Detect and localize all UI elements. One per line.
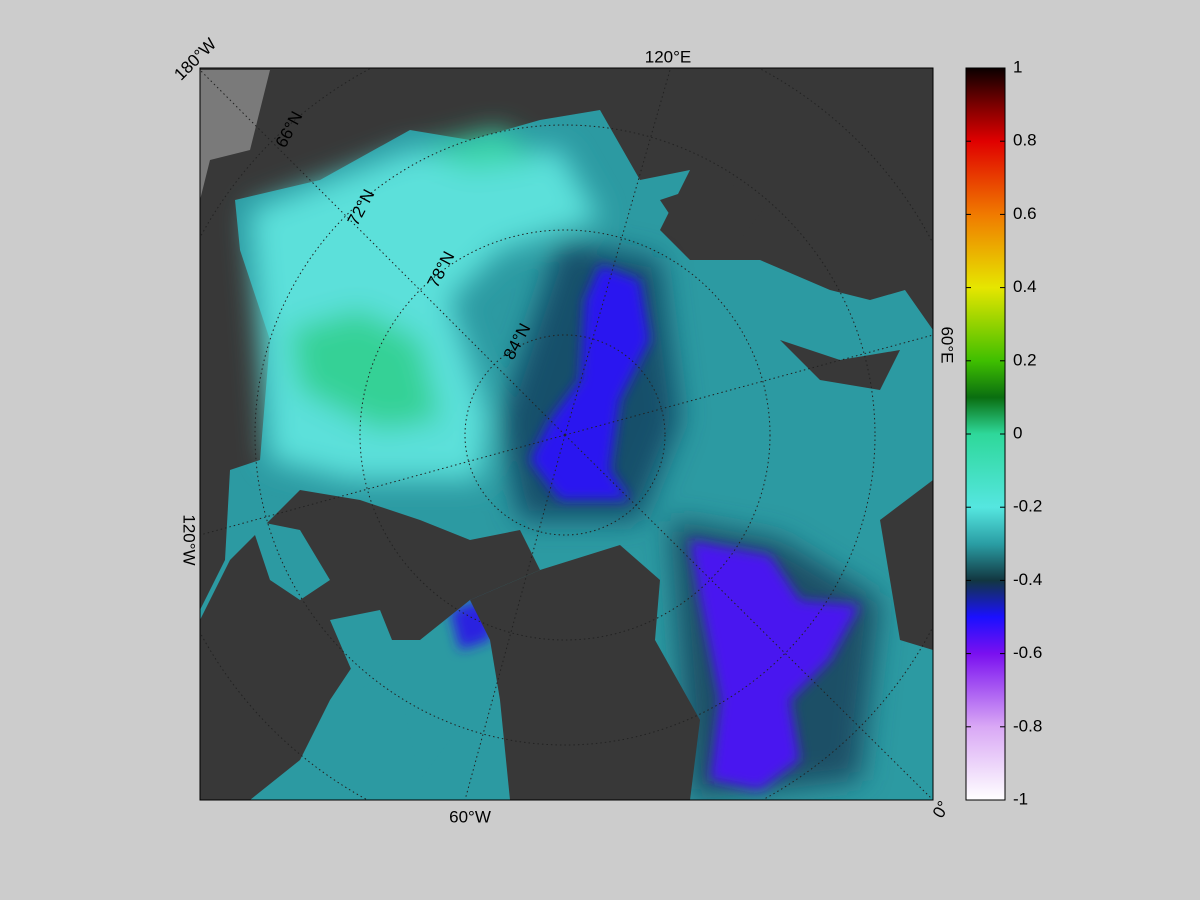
no-data <box>200 70 270 200</box>
longitude-label: 60°W <box>449 807 491 826</box>
colorbar-tick-label: 1 <box>1013 57 1022 76</box>
longitude-label: 60°E <box>938 326 957 363</box>
meridian <box>564 334 933 436</box>
map <box>200 68 933 800</box>
sea-negative-anomaly <box>530 265 650 500</box>
greenland <box>470 545 700 800</box>
meridian <box>564 434 933 800</box>
map-frame <box>199 67 934 801</box>
colorbar-tick-label: 0.2 <box>1013 350 1037 369</box>
meridian <box>564 69 671 436</box>
sea-positive-anomaly <box>420 130 540 170</box>
colorbar-tick-label: 0.4 <box>1013 277 1037 296</box>
sea-positive-anomaly <box>290 310 440 430</box>
colorbar-tick-label: -1 <box>1013 789 1028 808</box>
islands <box>660 180 933 650</box>
colorbar-tick-label: 0 <box>1013 423 1022 442</box>
parallel <box>464 334 666 536</box>
colorbar-tick-label: 0.6 <box>1013 204 1037 223</box>
longitude-label: 0° <box>929 798 954 822</box>
graticule <box>200 68 933 800</box>
colorbar <box>965 67 1006 801</box>
colorbar-tick-label: 0.8 <box>1013 131 1037 150</box>
colorbar-tick-label: -0.2 <box>1013 497 1042 516</box>
colorbar-tick-label: -0.6 <box>1013 643 1042 662</box>
channels <box>250 520 450 780</box>
meridian <box>464 434 566 800</box>
colorbar-tick-label: -0.4 <box>1013 570 1042 589</box>
parallel <box>359 229 771 641</box>
sea-negative-anomaly <box>690 540 860 790</box>
meridian <box>200 434 566 536</box>
meridian <box>200 69 566 436</box>
longitude-label: 120°W <box>180 514 199 565</box>
longitude-label: 120°E <box>645 47 692 66</box>
parallel <box>254 124 876 746</box>
colorbar-tick-label: -0.8 <box>1013 716 1042 735</box>
